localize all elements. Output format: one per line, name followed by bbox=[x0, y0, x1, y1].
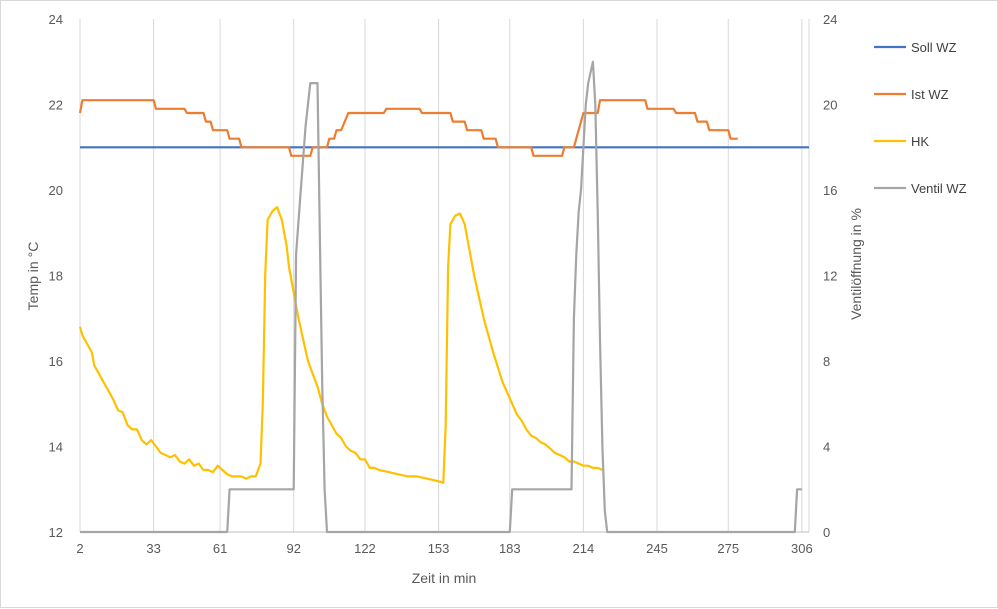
x-tick-label: 2 bbox=[76, 541, 83, 556]
series-line-ventil-wz bbox=[80, 60, 802, 534]
y-axis-title-left: Temp in °C bbox=[25, 242, 41, 311]
y-tick-label-right: 4 bbox=[823, 440, 830, 455]
y-tick-label-left: 20 bbox=[49, 183, 63, 198]
series-line-hk bbox=[78, 206, 603, 484]
x-tick-label: 306 bbox=[791, 541, 813, 556]
y-tick-label-left: 24 bbox=[49, 12, 63, 27]
gridlines bbox=[79, 19, 803, 532]
legend-label: Ventil WZ bbox=[911, 181, 967, 196]
series-line-ist-wz bbox=[78, 99, 738, 157]
x-tick-label: 61 bbox=[213, 541, 227, 556]
x-axis-title: Zeit in min bbox=[412, 570, 477, 586]
tick-labels: 2 33 61 92 122 153 183 214 245 275 306 12 14 16 18 20 22… bbox=[49, 12, 838, 556]
y-tick-label-right: 20 bbox=[823, 98, 837, 113]
x-tick-label: 122 bbox=[354, 541, 376, 556]
y-tick-label-left: 16 bbox=[49, 354, 63, 369]
legend-label: Soll WZ bbox=[911, 40, 957, 55]
series-lines bbox=[78, 60, 809, 534]
y-tick-label-right: 12 bbox=[823, 269, 837, 284]
x-tick-label: 245 bbox=[646, 541, 668, 556]
x-tick-label: 183 bbox=[499, 541, 521, 556]
y-tick-label-left: 12 bbox=[49, 525, 63, 540]
legend-label: Ist WZ bbox=[911, 87, 949, 102]
y-tick-label-right: 16 bbox=[823, 183, 837, 198]
x-tick-label: 275 bbox=[717, 541, 739, 556]
y-axis-title-right: Ventilöffnung in % bbox=[848, 208, 864, 320]
y-tick-label-right: 8 bbox=[823, 354, 830, 369]
y-tick-label-left: 18 bbox=[49, 269, 63, 284]
y-tick-label-left: 14 bbox=[49, 440, 63, 455]
y-tick-label-left: 22 bbox=[49, 98, 63, 113]
x-tick-label: 214 bbox=[573, 541, 595, 556]
legend: Soll WZ Ist WZ HK Ventil WZ bbox=[874, 40, 967, 196]
x-tick-label: 153 bbox=[428, 541, 450, 556]
x-tick-label: 92 bbox=[286, 541, 300, 556]
y-tick-label-right: 24 bbox=[823, 12, 837, 27]
y-tick-label-right: 0 bbox=[823, 525, 830, 540]
x-tick-label: 33 bbox=[146, 541, 160, 556]
legend-label: HK bbox=[911, 134, 929, 149]
